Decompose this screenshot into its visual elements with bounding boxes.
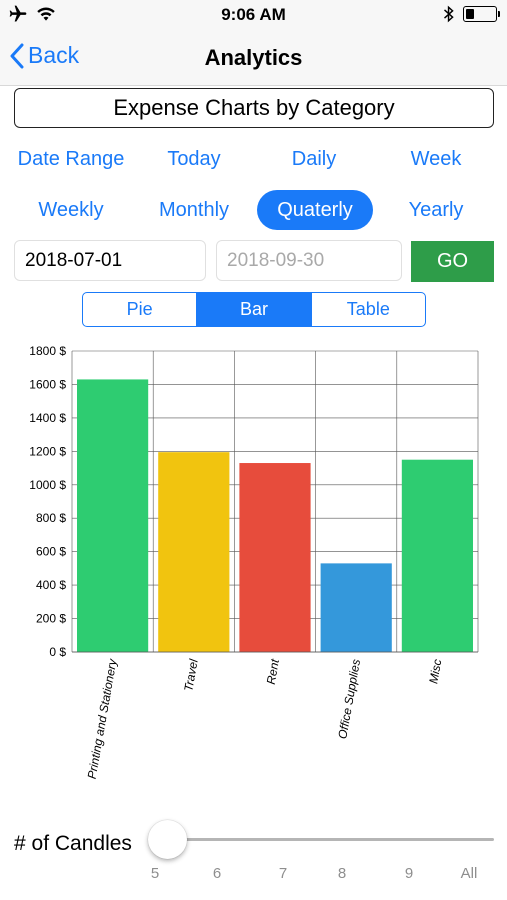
x-tick-label: Rent [264, 657, 282, 685]
candles-slider-track[interactable] [152, 838, 494, 841]
candles-label: # of Candles [14, 832, 132, 855]
status-left [8, 4, 56, 24]
x-tick-label: Office Supplies [335, 658, 363, 740]
x-tick-label: Printing and Stationery [85, 657, 120, 780]
status-bar: 9:06 AM [0, 0, 507, 30]
chart-section-title: Expense Charts by Category [14, 88, 494, 128]
y-tick-label: 1800 $ [29, 345, 66, 358]
go-button[interactable]: GO [411, 241, 494, 282]
tab-pie[interactable]: Pie [126, 299, 153, 319]
candles-tick-6: 6 [212, 865, 222, 882]
range-quarterly-button[interactable]: Quaterly [257, 190, 373, 230]
end-date-input[interactable] [216, 240, 402, 281]
y-tick-label: 400 $ [36, 578, 66, 592]
y-tick-label: 200 $ [36, 612, 66, 626]
bluetooth-icon [444, 5, 454, 23]
y-tick-label: 800 $ [36, 511, 66, 525]
tab-table[interactable]: Table [310, 293, 425, 326]
y-tick-label: 1200 $ [29, 444, 66, 458]
chevron-left-icon [10, 43, 24, 68]
status-right [443, 5, 500, 23]
back-label: Back [28, 42, 80, 68]
start-date-input[interactable] [14, 240, 206, 281]
range-week-button[interactable]: Week [410, 148, 462, 170]
candles-slider-thumb[interactable] [148, 820, 187, 859]
battery-icon [463, 6, 500, 22]
bar-3 [320, 563, 392, 652]
candles-tick-8: 8 [337, 865, 347, 882]
x-tick-label: Misc [426, 658, 444, 685]
wifi-icon [37, 7, 55, 21]
chart-type-segmented-control: Pie Bar Table [82, 292, 426, 327]
tab-bar[interactable]: Bar [196, 293, 311, 326]
page-title: Analytics [204, 45, 303, 70]
range-weekly-button[interactable]: Weekly [38, 199, 104, 221]
bar-chart: 0 $ 200 $ 400 $ 600 $ 800 $ 1000 $ 1200 $ 1400 … [29, 345, 479, 780]
range-yearly-button[interactable]: Yearly [408, 199, 464, 221]
candles-tick-9: 9 [404, 865, 414, 882]
candles-tick-7: 7 [278, 865, 288, 882]
candles-tick-all: All [460, 865, 478, 882]
bar-0 [77, 379, 149, 652]
navigation-bar: Back Analytics [0, 30, 507, 86]
range-daily-button[interactable]: Daily [291, 148, 337, 170]
range-today-button[interactable]: Today [167, 148, 221, 170]
y-tick-label: 0 $ [49, 645, 66, 659]
y-tick-label: 1600 $ [29, 377, 66, 391]
bar-4 [401, 459, 473, 652]
bar-2 [239, 463, 311, 652]
y-tick-label: 600 $ [36, 545, 66, 559]
range-monthly-button[interactable]: Monthly [158, 199, 230, 221]
y-tick-label: 1400 $ [29, 411, 66, 425]
bar-1 [158, 452, 230, 652]
x-tick-label: Travel [181, 658, 200, 693]
status-time: 9:06 AM [221, 5, 286, 24]
y-tick-label: 1000 $ [29, 478, 66, 492]
candles-tick-5: 5 [150, 865, 160, 882]
range-date-range-button[interactable]: Date Range [17, 148, 125, 170]
back-button[interactable]: Back [10, 42, 79, 69]
airplane-icon [9, 5, 27, 22]
